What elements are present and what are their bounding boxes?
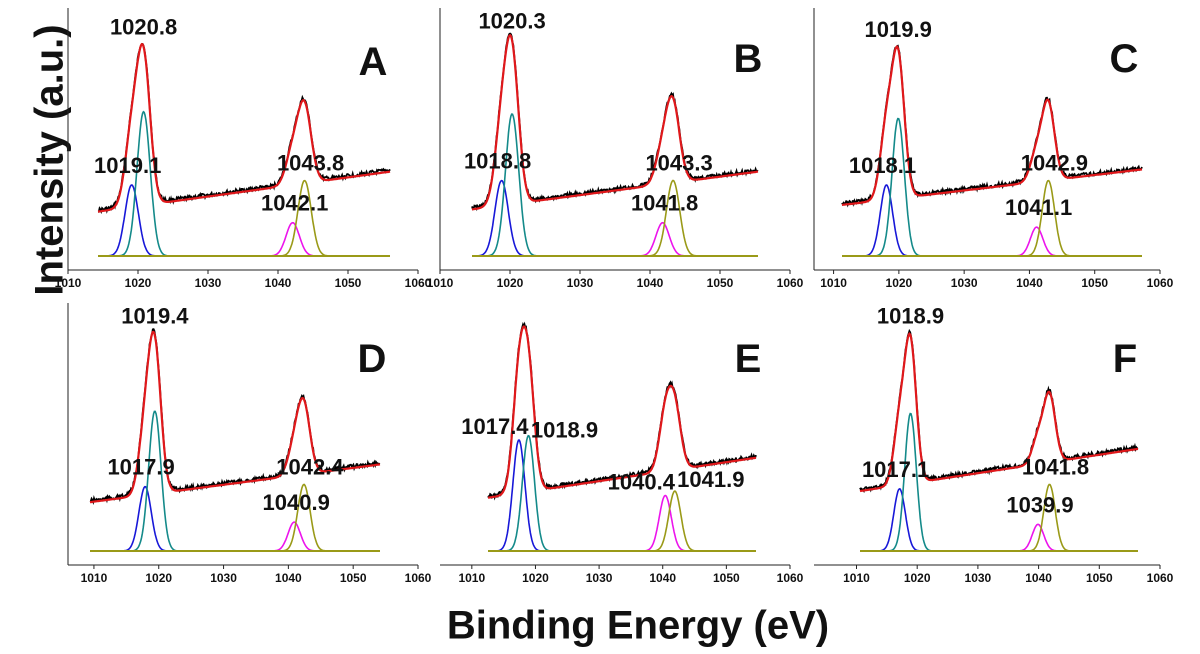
component-peak-3 — [472, 221, 758, 257]
component-peak-1 — [472, 179, 758, 257]
panel-B: 1010 1020 1030 1040 1050 1060 1018.8 1020.3 1041… — [427, 8, 804, 290]
fitted-envelope — [841, 44, 1143, 206]
peak-label: 1017.1 — [862, 457, 929, 482]
component-peak-2 — [860, 412, 1138, 552]
x-tick-label: 1050 — [1086, 571, 1113, 585]
peak-label: 1042.1 — [261, 191, 328, 216]
component-peak-1 — [98, 184, 390, 257]
x-tick-label: 1060 — [405, 276, 432, 290]
peak-label: 1017.4 — [461, 414, 529, 439]
y-axis-label: Intensity (a.u.) — [28, 24, 72, 295]
component-peak-1 — [842, 184, 1142, 257]
component-peak-1 — [860, 488, 1138, 552]
x-tick-label: 1030 — [195, 276, 222, 290]
component-peak-3 — [98, 221, 390, 257]
peak-label: 1018.9 — [531, 418, 598, 443]
fitted-envelope — [487, 325, 757, 499]
fitted-envelope — [471, 33, 759, 211]
x-tick-label: 1060 — [777, 571, 804, 585]
x-tick-label: 1020 — [125, 276, 152, 290]
peak-label: 1040.9 — [263, 490, 330, 515]
experimental-data — [97, 43, 391, 215]
peak-label: 1043.3 — [645, 151, 712, 176]
x-tick-label: 1020 — [497, 276, 524, 290]
panel-letter: B — [734, 37, 763, 81]
x-tick-label: 1040 — [1016, 276, 1043, 290]
peak-label: 1019.1 — [94, 153, 161, 178]
x-tick-label: 1030 — [567, 276, 594, 290]
x-tick-label: 1020 — [886, 276, 913, 290]
peak-label: 1041.1 — [1005, 195, 1072, 220]
panel-letter: E — [735, 337, 762, 381]
x-tick-label: 1030 — [210, 571, 237, 585]
peak-label: 1018.9 — [877, 303, 944, 328]
panel-letter: D — [358, 337, 387, 381]
peak-label: 1019.4 — [121, 303, 189, 328]
panels: 1010 1020 1030 1040 1050 1060 1019.1 1020.8 1042… — [55, 8, 1174, 585]
x-tick-label: 1010 — [820, 276, 847, 290]
x-tick-label: 1020 — [522, 571, 549, 585]
x-tick-label: 1020 — [145, 571, 172, 585]
panel-A: 1010 1020 1030 1040 1050 1060 1019.1 1020.8 1042… — [55, 8, 432, 290]
peak-label: 1018.1 — [849, 153, 916, 178]
component-peak-2 — [472, 113, 758, 257]
x-tick-label: 1040 — [1025, 571, 1052, 585]
x-tick-label: 1010 — [427, 276, 454, 290]
x-tick-label: 1010 — [55, 276, 82, 290]
x-tick-label: 1020 — [904, 571, 931, 585]
peak-label: 1041.8 — [1022, 454, 1089, 479]
x-tick-label: 1010 — [81, 571, 108, 585]
fitted-envelope — [89, 330, 381, 504]
x-tick-label: 1060 — [777, 276, 804, 290]
x-tick-label: 1010 — [843, 571, 870, 585]
x-tick-label: 1040 — [649, 571, 676, 585]
x-tick-label: 1050 — [707, 276, 734, 290]
peak-label: 1042.4 — [276, 454, 344, 479]
peak-label: 1018.8 — [464, 149, 531, 174]
x-tick-label: 1060 — [1147, 276, 1174, 290]
panel-D: 1010 1020 1030 1040 1050 1060 1017.9 1019.4 1040… — [67, 303, 432, 585]
fitted-envelope — [97, 42, 391, 213]
x-tick-label: 1030 — [951, 276, 978, 290]
peak-label: 1020.3 — [478, 8, 545, 33]
peak-label: 1019.9 — [865, 17, 932, 42]
x-tick-label: 1060 — [1147, 571, 1174, 585]
peak-label: 1020.8 — [110, 15, 177, 40]
component-peak-4 — [842, 179, 1142, 257]
component-peak-3 — [860, 523, 1138, 552]
panel-C: 1010 1020 1030 1040 1050 1060 1018.1 1019.9 1041… — [813, 8, 1174, 290]
x-tick-label: 1040 — [265, 276, 292, 290]
fitted-envelope — [859, 332, 1139, 493]
peak-label: 1041.9 — [677, 467, 744, 492]
x-tick-label: 1040 — [637, 276, 664, 290]
x-axis-label: Binding Energy (eV) — [447, 604, 829, 648]
peak-label: 1043.8 — [277, 151, 344, 176]
x-tick-label: 1050 — [340, 571, 367, 585]
x-tick-label: 1010 — [458, 571, 485, 585]
experimental-data — [841, 44, 1143, 208]
x-tick-label: 1060 — [405, 571, 432, 585]
component-peak-1 — [488, 439, 756, 552]
peak-label: 1040.4 — [608, 470, 676, 495]
peak-label: 1042.9 — [1021, 151, 1088, 176]
component-peak-3 — [90, 521, 380, 552]
panel-letter: A — [359, 40, 388, 84]
peak-label: 1017.9 — [107, 455, 174, 480]
panel-E: 1010 1020 1030 1040 1050 1060 1017.4 1018.9 1040… — [440, 321, 804, 585]
component-peak-1 — [90, 485, 380, 552]
x-tick-label: 1050 — [713, 571, 740, 585]
peak-label: 1039.9 — [1006, 492, 1073, 517]
x-tick-label: 1050 — [335, 276, 362, 290]
x-tick-label: 1050 — [1081, 276, 1108, 290]
panel-F: 1010 1020 1030 1040 1050 1060 1017.1 1018.9 1039… — [814, 303, 1174, 585]
x-tick-label: 1030 — [586, 571, 613, 585]
panel-letter: F — [1113, 337, 1137, 381]
x-tick-label: 1030 — [965, 571, 992, 585]
x-tick-label: 1040 — [275, 571, 302, 585]
panel-letter: C — [1110, 37, 1139, 81]
peak-label: 1041.8 — [631, 191, 698, 216]
